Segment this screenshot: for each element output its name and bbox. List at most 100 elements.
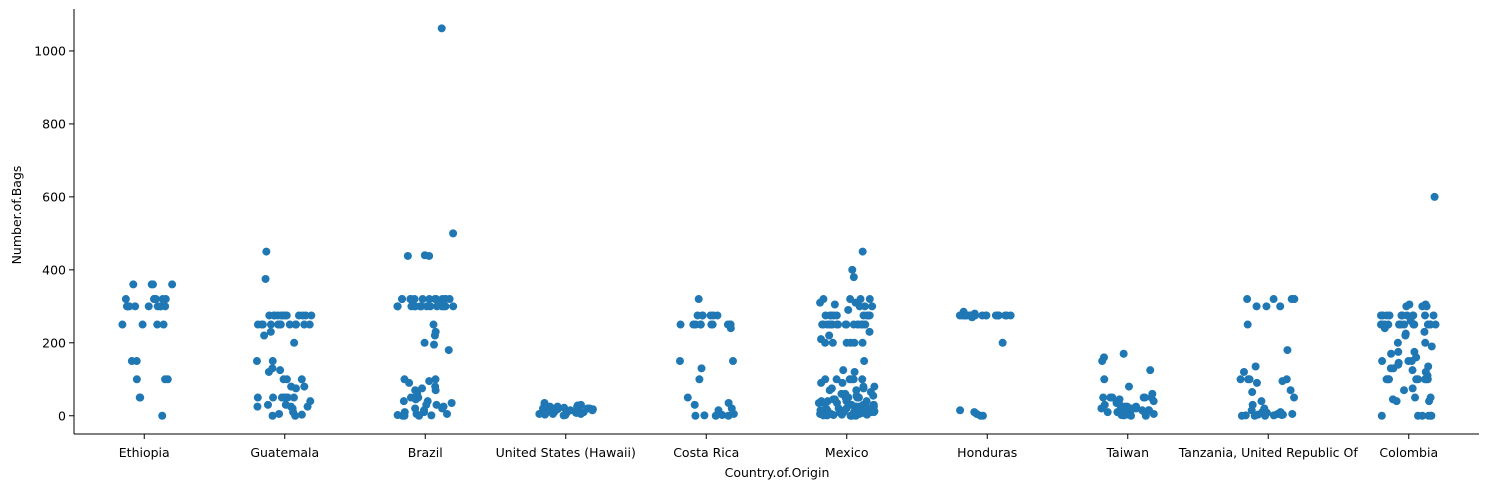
data-point xyxy=(1421,375,1430,384)
data-point xyxy=(708,320,717,329)
data-point xyxy=(1400,320,1409,329)
data-point xyxy=(405,378,414,387)
data-point xyxy=(1429,311,1438,320)
data-point xyxy=(161,302,170,311)
data-point xyxy=(854,393,863,402)
data-point xyxy=(269,311,278,320)
data-point xyxy=(998,338,1007,347)
data-point xyxy=(1290,295,1299,304)
data-point xyxy=(1099,393,1108,402)
data-point xyxy=(1119,349,1128,358)
data-point xyxy=(1243,295,1252,304)
data-point xyxy=(1397,311,1406,320)
data-point xyxy=(121,295,130,304)
data-point xyxy=(711,411,720,420)
data-point xyxy=(291,384,300,393)
data-point xyxy=(266,327,275,336)
data-point xyxy=(1001,311,1010,320)
data-point xyxy=(429,320,438,329)
data-point xyxy=(849,273,858,282)
data-point xyxy=(1402,302,1411,311)
data-point xyxy=(449,302,458,311)
data-point xyxy=(1141,411,1150,420)
data-point xyxy=(1124,382,1133,391)
data-point xyxy=(868,302,877,311)
data-point xyxy=(291,320,300,329)
data-point xyxy=(431,386,440,395)
data-point xyxy=(842,320,851,329)
data-point xyxy=(869,408,878,417)
data-point xyxy=(697,364,706,373)
data-point xyxy=(418,295,427,304)
data-point xyxy=(860,357,869,366)
data-point xyxy=(849,320,858,329)
data-point xyxy=(430,331,439,340)
data-point xyxy=(1418,302,1427,311)
data-point xyxy=(837,410,846,419)
data-point xyxy=(865,327,874,336)
data-point xyxy=(728,357,737,366)
data-point xyxy=(865,295,874,304)
data-point xyxy=(559,411,568,420)
data-point xyxy=(425,295,434,304)
strip-tanzania-united-republic-of xyxy=(1236,295,1299,420)
x-tick-label: Honduras xyxy=(957,445,1017,460)
data-point xyxy=(696,320,705,329)
data-point xyxy=(1262,302,1271,311)
data-point xyxy=(845,375,854,384)
data-point xyxy=(1290,393,1299,402)
strip-ethiopia xyxy=(118,280,177,420)
data-point xyxy=(268,357,277,366)
data-point xyxy=(300,320,309,329)
data-point xyxy=(1394,347,1403,356)
data-point xyxy=(307,311,316,320)
data-point xyxy=(298,311,307,320)
data-point xyxy=(1237,411,1246,420)
data-point xyxy=(253,402,262,411)
data-point xyxy=(818,320,827,329)
data-point xyxy=(1288,409,1297,418)
x-tick-label: Guatemala xyxy=(250,445,319,460)
data-point xyxy=(268,411,277,420)
data-point xyxy=(261,274,270,283)
data-point xyxy=(123,302,132,311)
data-point xyxy=(978,411,987,420)
data-point xyxy=(127,357,136,366)
data-point xyxy=(968,313,977,322)
data-point xyxy=(829,411,838,420)
strip-colombia xyxy=(1376,192,1440,420)
data-point xyxy=(706,311,715,320)
data-point xyxy=(438,404,447,413)
data-point xyxy=(432,295,441,304)
data-point xyxy=(158,295,167,304)
x-tick-label: Taiwan xyxy=(1105,445,1149,460)
data-point xyxy=(691,411,700,420)
data-point xyxy=(1251,362,1260,371)
data-point xyxy=(846,338,855,347)
data-point xyxy=(131,302,140,311)
y-axis-title: Number.of.Bags xyxy=(9,166,24,265)
data-point xyxy=(839,366,848,375)
data-point xyxy=(1236,375,1245,384)
data-point xyxy=(136,393,145,402)
data-point xyxy=(1103,408,1112,417)
data-point xyxy=(425,251,434,260)
y-tick-label: 600 xyxy=(42,189,66,204)
data-point xyxy=(269,393,278,402)
data-point xyxy=(1269,295,1278,304)
data-point xyxy=(277,311,286,320)
data-point xyxy=(1108,393,1117,402)
data-point xyxy=(153,320,162,329)
data-point xyxy=(1277,411,1286,420)
data-point xyxy=(1400,386,1409,395)
data-point xyxy=(300,382,309,391)
data-point xyxy=(290,338,299,347)
data-point xyxy=(689,320,698,329)
data-point xyxy=(266,320,275,329)
strip-mexico xyxy=(814,247,879,420)
data-point xyxy=(850,367,859,376)
data-point xyxy=(991,311,1000,320)
data-point xyxy=(132,375,141,384)
data-point xyxy=(297,375,306,384)
